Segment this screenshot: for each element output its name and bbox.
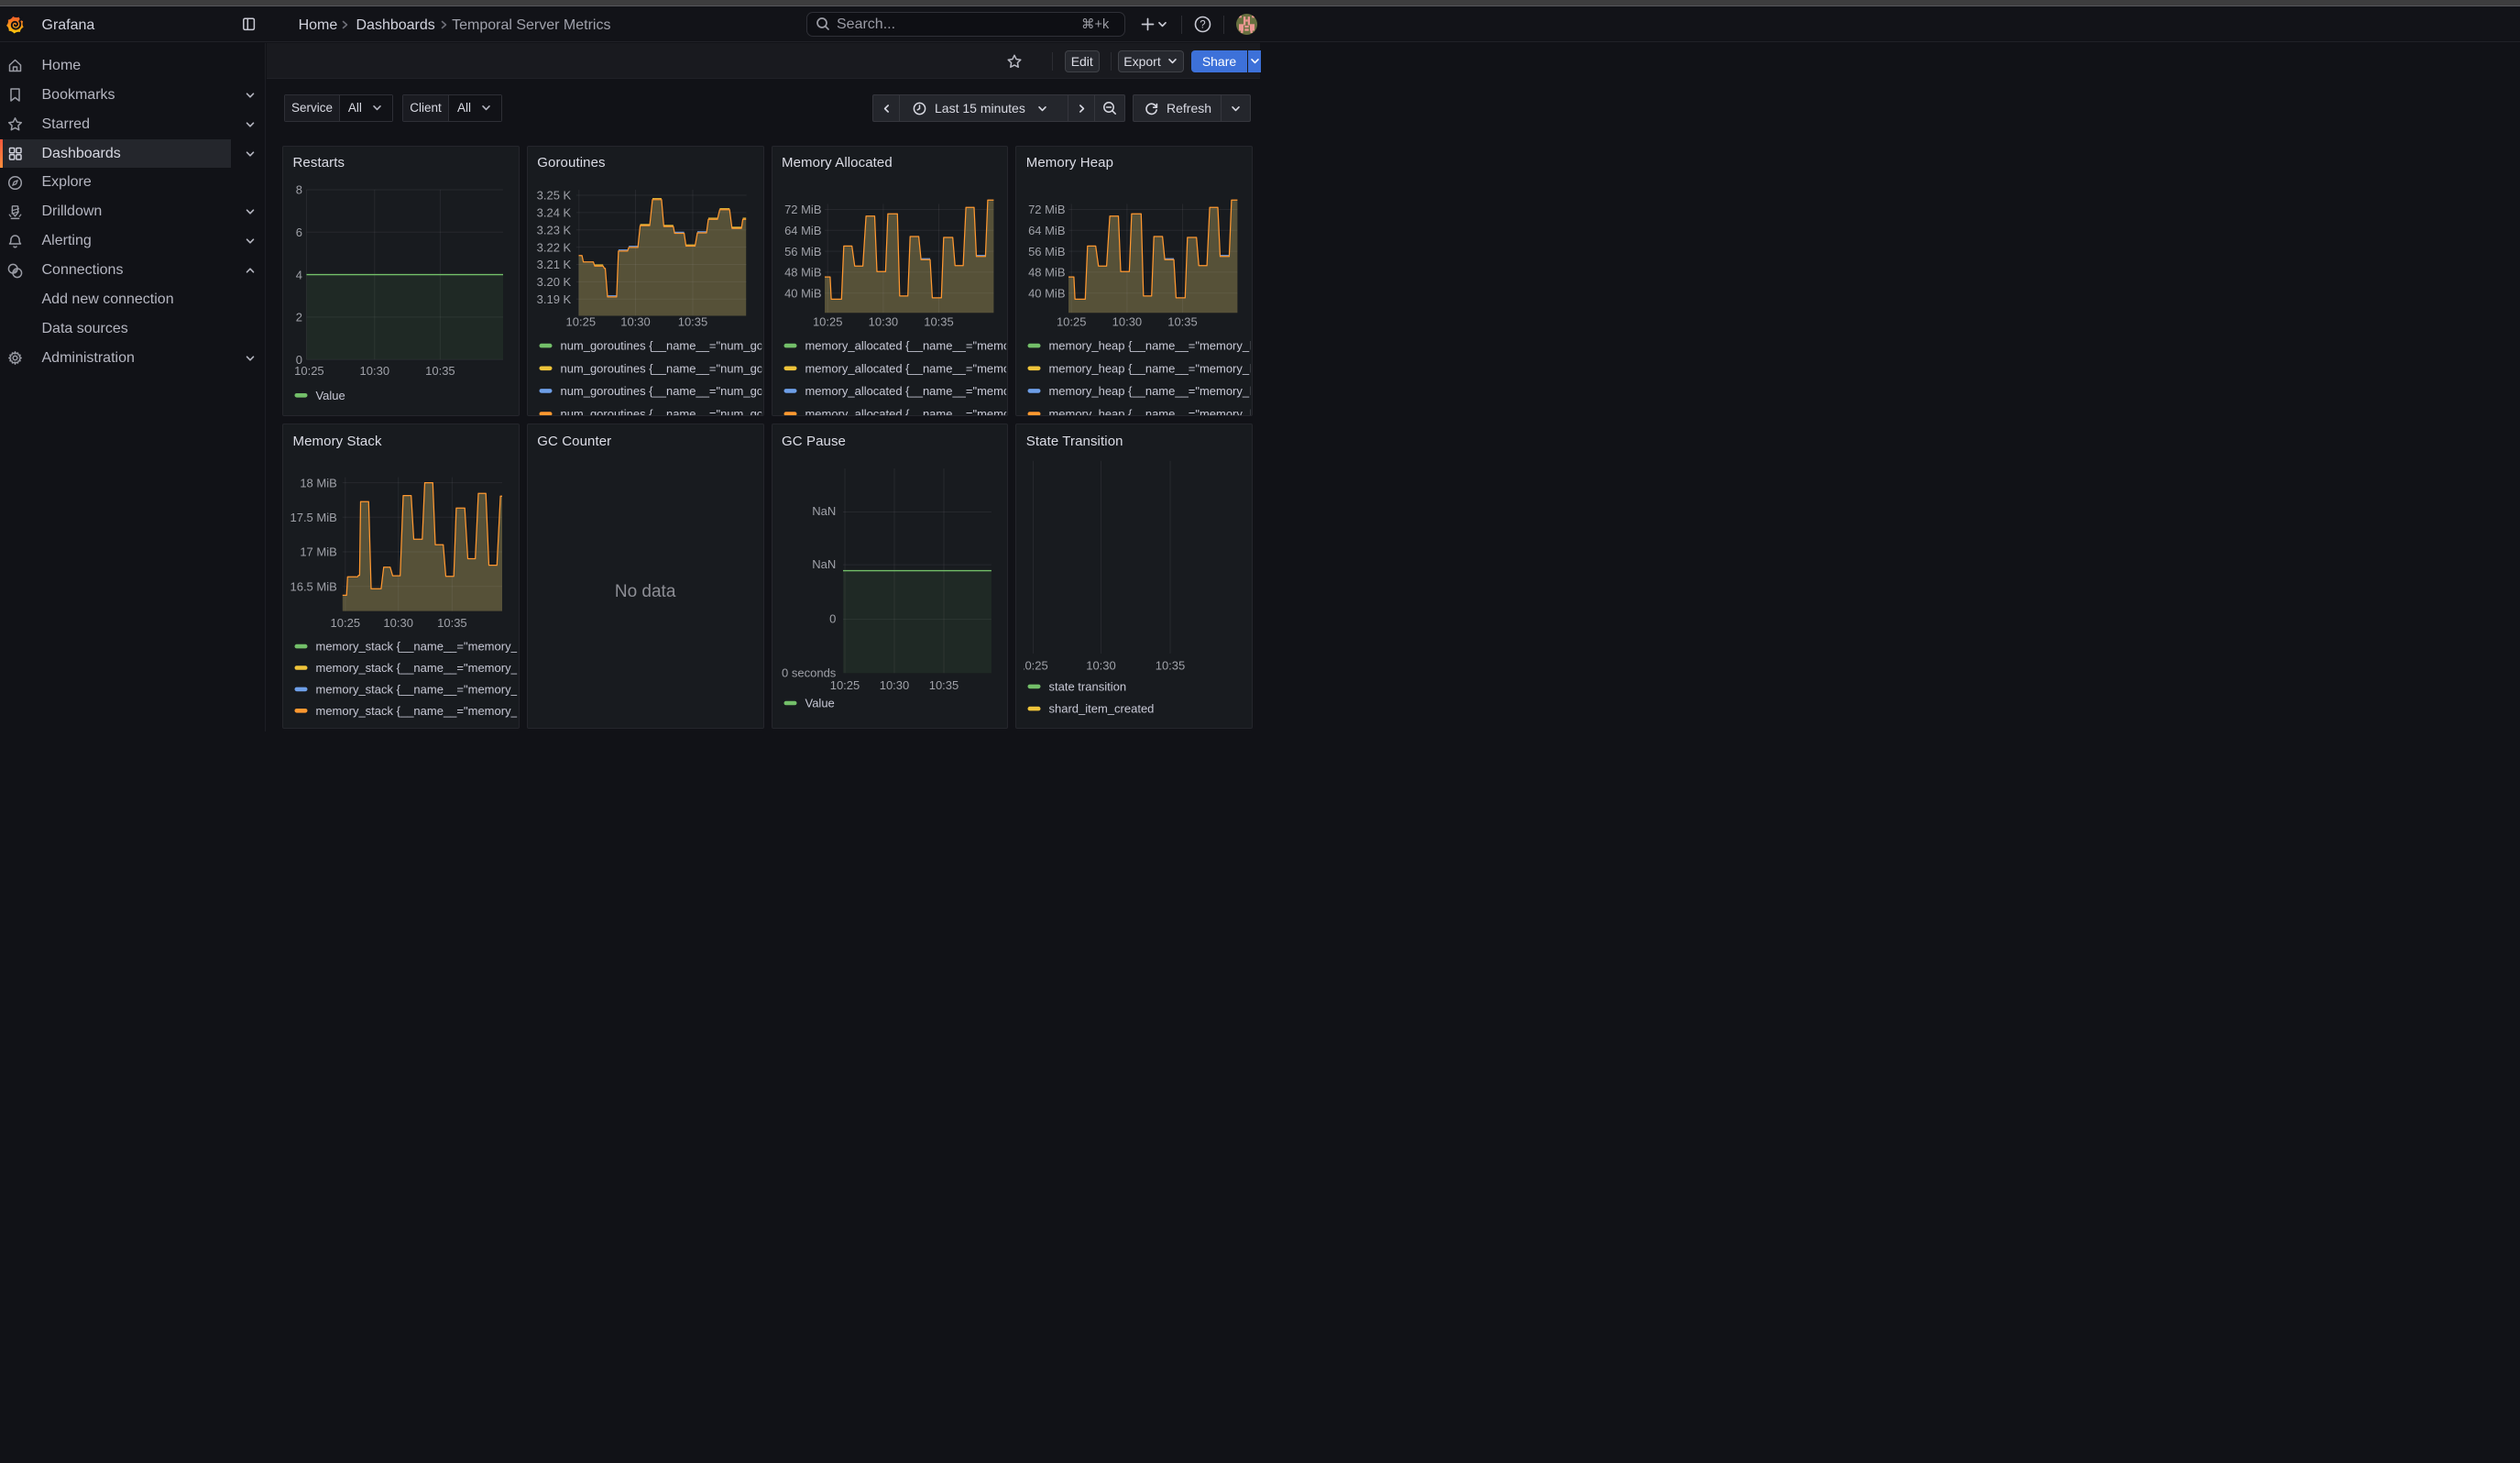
svg-text:48 MiB: 48 MiB — [784, 265, 821, 279]
svg-text:num_goroutines {__name__="num_: num_goroutines {__name__="num_gor — [560, 383, 762, 397]
svg-text:10:35: 10:35 — [924, 314, 954, 328]
svg-text:40 MiB: 40 MiB — [1028, 286, 1065, 300]
svg-text:0: 0 — [296, 352, 302, 366]
svg-text:18 MiB: 18 MiB — [300, 476, 336, 490]
svg-text:3.25 K: 3.25 K — [536, 188, 571, 202]
svg-text:10:25: 10:25 — [1018, 658, 1048, 672]
svg-text:10:30: 10:30 — [1086, 658, 1116, 672]
svg-text:64 MiB: 64 MiB — [1028, 223, 1065, 236]
svg-text:memory_heap {__name__="memory_: memory_heap {__name__="memory_h — [1049, 338, 1252, 352]
svg-text:memory_heap {__name__="memory_: memory_heap {__name__="memory_h — [1049, 383, 1252, 397]
svg-text:10:30: 10:30 — [879, 678, 909, 692]
svg-text:memory_stack {__name__="memory: memory_stack {__name__="memory_s — [316, 683, 519, 697]
svg-text:56 MiB: 56 MiB — [784, 244, 821, 258]
svg-text:10:35: 10:35 — [928, 678, 959, 692]
svg-text:64 MiB: 64 MiB — [784, 223, 821, 236]
svg-text:10:35: 10:35 — [1167, 314, 1198, 328]
svg-text:10:30: 10:30 — [868, 314, 898, 328]
svg-text:3.24 K: 3.24 K — [536, 205, 571, 219]
svg-text:0: 0 — [829, 612, 836, 626]
svg-text:10:25: 10:25 — [565, 314, 596, 328]
svg-text:48 MiB: 48 MiB — [1028, 265, 1065, 279]
svg-text:memory_allocated {__name__="me: memory_allocated {__name__="memo — [805, 383, 1007, 397]
svg-text:Value: Value — [316, 388, 345, 402]
svg-text:40 MiB: 40 MiB — [784, 286, 821, 300]
svg-text:0 seconds: 0 seconds — [782, 666, 837, 680]
svg-text:17.5 MiB: 17.5 MiB — [290, 511, 336, 524]
svg-text:3.19 K: 3.19 K — [536, 292, 571, 305]
svg-text:memory_stack {__name__="memory: memory_stack {__name__="memory_s — [316, 704, 519, 718]
svg-text:state transition: state transition — [1049, 680, 1127, 694]
svg-text:memory_allocated {__name__="me: memory_allocated {__name__="memo — [805, 338, 1007, 352]
svg-text:10:35: 10:35 — [425, 364, 455, 378]
svg-text:Value: Value — [805, 697, 834, 710]
svg-text:memory_stack {__name__="memory: memory_stack {__name__="memory_s — [316, 640, 519, 654]
svg-text:memory_heap {__name__="memory_: memory_heap {__name__="memory_h — [1049, 407, 1252, 415]
svg-text:17 MiB: 17 MiB — [300, 545, 336, 559]
svg-text:3.21 K: 3.21 K — [536, 258, 571, 271]
svg-text:3.23 K: 3.23 K — [536, 223, 571, 236]
svg-text:num_goroutines {__name__="num_: num_goroutines {__name__="num_gor — [560, 407, 762, 415]
svg-text:56 MiB: 56 MiB — [1028, 244, 1065, 258]
svg-text:10:25: 10:25 — [829, 678, 860, 692]
svg-text:10:30: 10:30 — [383, 616, 413, 630]
svg-text:num_goroutines {__name__="num_: num_goroutines {__name__="num_gor — [560, 338, 762, 352]
svg-text:8: 8 — [296, 182, 302, 196]
svg-text:memory_allocated {__name__="me: memory_allocated {__name__="memo — [805, 407, 1007, 415]
svg-text:memory_allocated {__name__="me: memory_allocated {__name__="memo — [805, 361, 1007, 375]
svg-text:memory_stack {__name__="memory: memory_stack {__name__="memory_s — [316, 661, 519, 675]
svg-text:10:25: 10:25 — [294, 364, 324, 378]
svg-text:10:25: 10:25 — [812, 314, 842, 328]
svg-text:10:35: 10:35 — [437, 616, 467, 630]
svg-text:72 MiB: 72 MiB — [1028, 203, 1065, 216]
svg-text:NaN: NaN — [812, 557, 836, 571]
svg-text:2: 2 — [296, 310, 302, 324]
svg-text:3.20 K: 3.20 K — [536, 275, 571, 289]
svg-text:10:35: 10:35 — [677, 314, 707, 328]
svg-text:3.22 K: 3.22 K — [536, 240, 571, 254]
svg-text:72 MiB: 72 MiB — [784, 203, 821, 216]
svg-text:num_goroutines {__name__="num_: num_goroutines {__name__="num_gor — [560, 361, 762, 375]
svg-text:10:30: 10:30 — [1112, 314, 1143, 328]
svg-text:10:35: 10:35 — [1156, 658, 1186, 672]
svg-text:10:25: 10:25 — [331, 616, 361, 630]
svg-text:?: ? — [1200, 19, 1205, 30]
svg-text:NaN: NaN — [812, 504, 836, 518]
svg-text:shard_item_created: shard_item_created — [1049, 702, 1155, 716]
svg-text:10:30: 10:30 — [360, 364, 390, 378]
svg-text:10:25: 10:25 — [1057, 314, 1087, 328]
svg-text:6: 6 — [296, 225, 302, 238]
svg-text:memory_heap {__name__="memory_: memory_heap {__name__="memory_h — [1049, 361, 1252, 375]
svg-text:4: 4 — [296, 268, 302, 281]
svg-text:10:30: 10:30 — [620, 314, 651, 328]
svg-text:16.5 MiB: 16.5 MiB — [290, 579, 336, 593]
